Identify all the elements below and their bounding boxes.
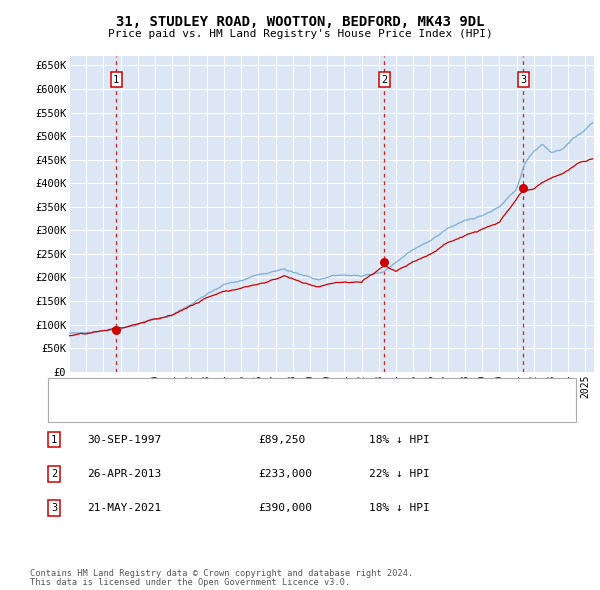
Point [112, 325, 121, 335]
Text: £89,250: £89,250 [258, 435, 305, 444]
Text: 2: 2 [381, 74, 388, 84]
Text: £390,000: £390,000 [258, 503, 312, 513]
Point [518, 183, 528, 193]
Text: 31, STUDLEY ROAD, WOOTTON, BEDFORD, MK43 9DL (detached house): 31, STUDLEY ROAD, WOOTTON, BEDFORD, MK43… [93, 386, 451, 396]
Text: 21-MAY-2021: 21-MAY-2021 [87, 503, 161, 513]
Text: 31, STUDLEY ROAD, WOOTTON, BEDFORD, MK43 9DL: 31, STUDLEY ROAD, WOOTTON, BEDFORD, MK43… [116, 15, 484, 30]
Text: This data is licensed under the Open Government Licence v3.0.: This data is licensed under the Open Gov… [30, 578, 350, 588]
Text: 1: 1 [51, 435, 57, 444]
Text: 3: 3 [51, 503, 57, 513]
Text: Price paid vs. HM Land Registry's House Price Index (HPI): Price paid vs. HM Land Registry's House … [107, 29, 493, 38]
Point [380, 257, 389, 267]
Text: 22% ↓ HPI: 22% ↓ HPI [369, 469, 430, 478]
Text: 18% ↓ HPI: 18% ↓ HPI [369, 503, 430, 513]
Text: 3: 3 [520, 74, 526, 84]
Text: 18% ↓ HPI: 18% ↓ HPI [369, 435, 430, 444]
Text: 1: 1 [113, 74, 119, 84]
Text: 26-APR-2013: 26-APR-2013 [87, 469, 161, 478]
Text: 2: 2 [51, 469, 57, 478]
Text: HPI: Average price, detached house, Bedford: HPI: Average price, detached house, Bedf… [93, 404, 346, 414]
Text: £233,000: £233,000 [258, 469, 312, 478]
Text: 30-SEP-1997: 30-SEP-1997 [87, 435, 161, 444]
Text: Contains HM Land Registry data © Crown copyright and database right 2024.: Contains HM Land Registry data © Crown c… [30, 569, 413, 578]
